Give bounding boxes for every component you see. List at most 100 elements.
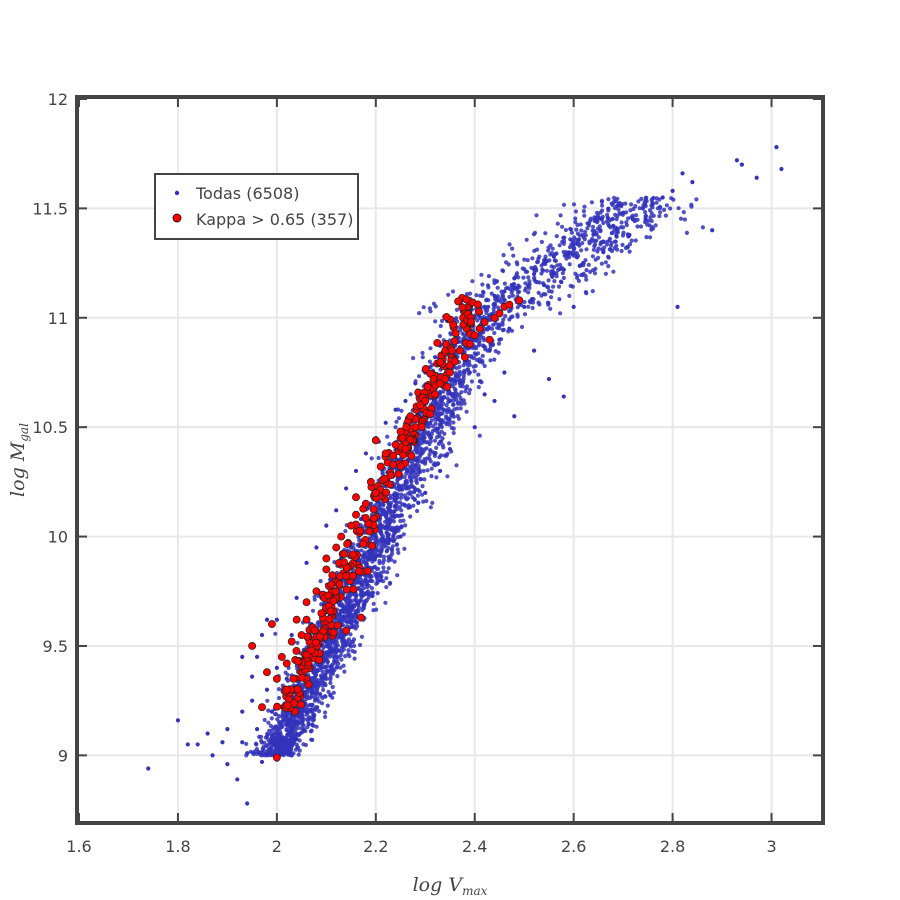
point-todas	[339, 657, 344, 662]
point-todas	[399, 524, 404, 529]
point-todas	[348, 609, 353, 614]
point-todas	[689, 204, 694, 209]
point-todas	[456, 401, 461, 406]
point-todas	[384, 549, 389, 554]
point-todas	[458, 371, 463, 377]
legend-label-todas: Todas (6508)	[195, 184, 299, 203]
point-todas	[342, 607, 347, 613]
point-todas	[296, 752, 301, 757]
point-todas	[657, 204, 663, 209]
point-kappa	[429, 374, 438, 383]
point-todas	[467, 291, 473, 296]
x-tick-label: 2.4	[462, 837, 487, 856]
point-todas	[572, 251, 577, 256]
point-kappa	[450, 337, 459, 346]
point-todas	[649, 218, 654, 224]
point-todas	[663, 213, 669, 218]
plot-frame	[75, 95, 825, 825]
point-todas	[415, 493, 420, 498]
point-kappa	[263, 668, 271, 677]
point-todas	[417, 489, 422, 494]
point-todas	[399, 492, 404, 497]
point-todas	[416, 500, 421, 505]
point-todas	[381, 569, 386, 574]
point-todas	[420, 355, 425, 360]
point-todas	[522, 257, 527, 262]
point-todas	[421, 499, 426, 504]
point-todas	[452, 407, 457, 412]
point-todas	[343, 529, 348, 534]
point-todas	[639, 196, 644, 201]
point-todas	[539, 239, 545, 245]
point-todas	[225, 762, 230, 767]
point-todas	[450, 394, 455, 399]
point-todas	[324, 656, 329, 661]
point-todas	[309, 686, 315, 691]
point-todas	[509, 290, 514, 295]
data-points	[146, 145, 784, 806]
point-todas	[269, 728, 274, 733]
point-todas	[369, 590, 375, 596]
point-todas	[681, 210, 686, 215]
point-todas	[425, 468, 430, 473]
point-todas	[324, 670, 329, 675]
point-todas	[290, 742, 295, 747]
point-todas	[381, 554, 387, 559]
point-todas	[313, 697, 318, 702]
point-todas	[295, 726, 300, 731]
point-todas	[444, 403, 449, 408]
point-todas	[375, 578, 380, 583]
point-todas	[290, 734, 295, 739]
point-todas	[634, 213, 639, 218]
point-todas	[467, 387, 473, 392]
point-todas	[464, 292, 469, 297]
point-todas	[438, 323, 443, 329]
y-tick-label: 10.5	[32, 418, 68, 437]
point-todas	[579, 248, 584, 253]
point-todas	[477, 331, 482, 336]
point-todas	[305, 693, 310, 698]
point-todas	[412, 473, 417, 478]
point-todas	[440, 411, 445, 416]
point-todas	[454, 378, 459, 383]
point-todas	[592, 271, 598, 276]
point-todas	[400, 502, 405, 507]
point-todas	[601, 220, 606, 226]
point-todas	[495, 285, 500, 290]
x-tick-label: 2	[272, 837, 282, 856]
point-todas	[343, 654, 348, 659]
point-todas	[526, 290, 531, 295]
point-todas	[523, 281, 528, 286]
point-todas	[385, 570, 390, 575]
point-todas	[648, 215, 653, 220]
point-todas	[567, 293, 572, 298]
point-todas	[472, 351, 477, 356]
point-todas	[486, 274, 491, 279]
point-todas	[437, 455, 442, 460]
point-todas	[261, 744, 266, 750]
point-todas	[519, 324, 525, 330]
point-todas	[516, 275, 521, 280]
point-todas	[446, 292, 451, 297]
point-todas	[313, 688, 319, 693]
point-todas	[292, 718, 297, 723]
point-todas	[541, 282, 547, 288]
point-todas	[428, 309, 433, 314]
point-todas	[314, 685, 319, 690]
point-todas	[525, 269, 530, 274]
point-todas	[442, 407, 447, 413]
point-todas	[460, 384, 465, 389]
point-todas	[581, 271, 586, 276]
point-todas	[493, 349, 498, 354]
point-todas	[615, 214, 620, 219]
point-todas	[557, 243, 562, 248]
point-todas	[461, 370, 466, 375]
point-todas	[309, 737, 314, 742]
point-todas	[328, 680, 333, 686]
point-todas	[372, 557, 377, 562]
point-todas	[310, 608, 316, 613]
point-todas	[523, 288, 528, 293]
point-kappa	[407, 451, 416, 460]
point-todas	[316, 678, 321, 683]
point-todas	[316, 709, 322, 714]
